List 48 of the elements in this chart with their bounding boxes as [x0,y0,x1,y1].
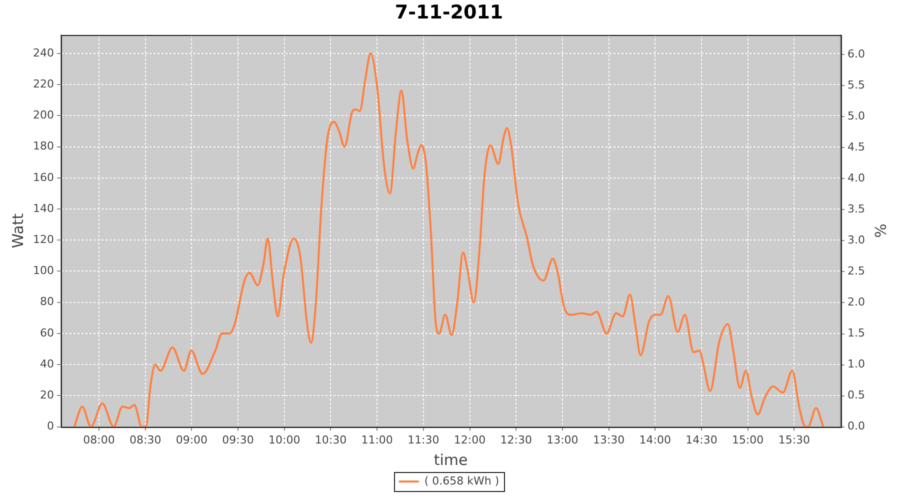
x-tick-label: 11:00 [361,433,393,446]
x-tick-label: 09:00 [176,433,208,446]
y-tick-label: 240 [32,46,54,60]
y-tick-label: 200 [32,108,54,122]
x-tick-label: 10:00 [268,433,300,446]
x-tick-label: 08:00 [83,433,115,446]
x-tick-label: 08:30 [129,433,162,446]
x-tick-label: 10:30 [314,433,347,446]
x-tick-label: 14:30 [686,433,718,446]
y2-tick-label: 1.5 [848,326,866,340]
x-axis-title: time [434,450,468,469]
y-tick-label: 220 [32,77,54,90]
y2-tick-label: 1.0 [848,358,866,371]
y2-tick-label: 0.0 [848,420,866,433]
y2-tick-label: 2.0 [848,296,866,309]
legend-label: ( 0.658 kWh ) [424,474,500,488]
x-tick-label: 15:00 [732,433,764,446]
x-tick-label: 11:30 [408,433,440,446]
y2-tick-label: 6.0 [848,48,866,61]
x-tick-label: 12:30 [500,433,532,446]
y2-tick-label: 4.5 [848,140,866,154]
y-tick-label: 120 [32,232,54,246]
y-tick-label: 140 [32,202,54,215]
x-tick-label: 12:00 [454,433,486,446]
y-tick-label: 160 [32,170,54,184]
x-tick-label: 13:00 [546,433,578,446]
y2-tick-label: 4.0 [848,172,866,185]
y2-axis-title: % [871,224,890,238]
line-series [73,52,824,427]
y-tick-label: 0 [46,420,54,433]
y-tick-label: 100 [32,264,54,278]
y2-tick-label: 0.5 [848,388,866,402]
y2-tick-label: 3.5 [848,202,866,216]
y-tick-label: 20 [40,388,54,402]
y-axis-title: Watt [8,213,27,248]
y2-tick-label: 2.5 [848,264,866,278]
y-tick-label: 80 [40,295,54,308]
y2-tick-label: 3.0 [848,234,866,247]
y-tick-label: 60 [40,326,54,340]
x-tick-label: 14:00 [639,433,671,446]
y2-tick-label: 5.0 [848,110,866,123]
y-tick-label: 40 [40,357,54,370]
y-tick-label: 180 [32,140,54,153]
x-tick-label: 15:30 [778,433,810,446]
x-tick-label: 09:30 [222,433,254,446]
x-tick-label: 13:30 [592,433,625,446]
chart-title: 7-11-2011 [394,1,504,24]
y2-tick-label: 5.5 [848,78,866,92]
